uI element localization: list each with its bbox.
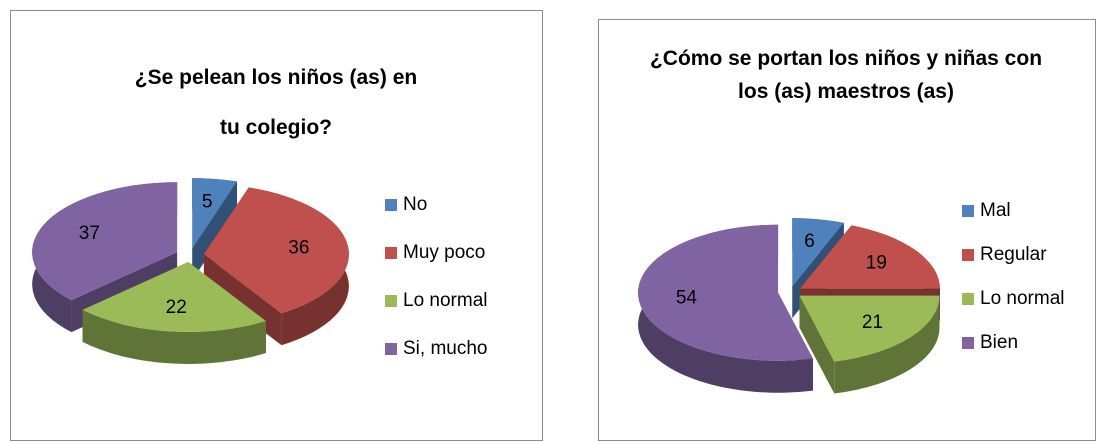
- legend-label: Mal: [980, 200, 1011, 221]
- data-label: 37: [79, 223, 100, 244]
- pie-tops: [32, 178, 349, 332]
- pie-tops: [638, 218, 940, 362]
- data-label: 19: [866, 252, 887, 273]
- data-label: 21: [862, 312, 883, 333]
- title-line: los (as) maestros (as): [738, 80, 954, 103]
- legend-label: Si, mucho: [403, 338, 487, 359]
- slice-side: [82, 309, 266, 364]
- legend-label: Muy poco: [403, 242, 485, 263]
- legend-swatch: [962, 293, 974, 305]
- legend-swatch: [962, 205, 974, 217]
- slice: [32, 182, 178, 301]
- data-label: 5: [202, 191, 213, 212]
- slice-side: [834, 295, 940, 394]
- data-label: 36: [288, 237, 309, 258]
- legend-swatch: [385, 343, 397, 355]
- slice: [192, 178, 237, 249]
- title-line: ¿Se pelean los niños (as) en: [135, 66, 417, 89]
- slice: [203, 187, 349, 314]
- legend-label: No: [403, 194, 427, 215]
- data-label: 6: [804, 231, 815, 252]
- legend-swatch: [385, 295, 397, 307]
- chart-title: ¿Cómo se portan los niños y niñas con los…: [650, 47, 1042, 103]
- legend-swatch: [385, 199, 397, 211]
- title-line: tu colegio?: [220, 116, 332, 139]
- chart-title: ¿Se pelean los niños (as) en tu colegio?: [135, 66, 417, 139]
- legend-label: Lo normal: [980, 288, 1065, 309]
- legend-swatch: [962, 337, 974, 349]
- slice: [82, 261, 266, 332]
- title-line: ¿Cómo se portan los niños y niñas con: [650, 47, 1042, 70]
- legend-swatch: [962, 249, 974, 261]
- slice: [799, 225, 940, 289]
- slice: [799, 295, 940, 362]
- data-label: 54: [676, 287, 698, 308]
- legend-label: Regular: [980, 244, 1047, 265]
- legend-label: Lo normal: [403, 290, 488, 311]
- data-label: 22: [166, 297, 187, 318]
- legend-label: Bien: [980, 332, 1018, 353]
- legend-swatch: [385, 247, 397, 259]
- slice: [638, 224, 813, 361]
- slice: [792, 218, 844, 287]
